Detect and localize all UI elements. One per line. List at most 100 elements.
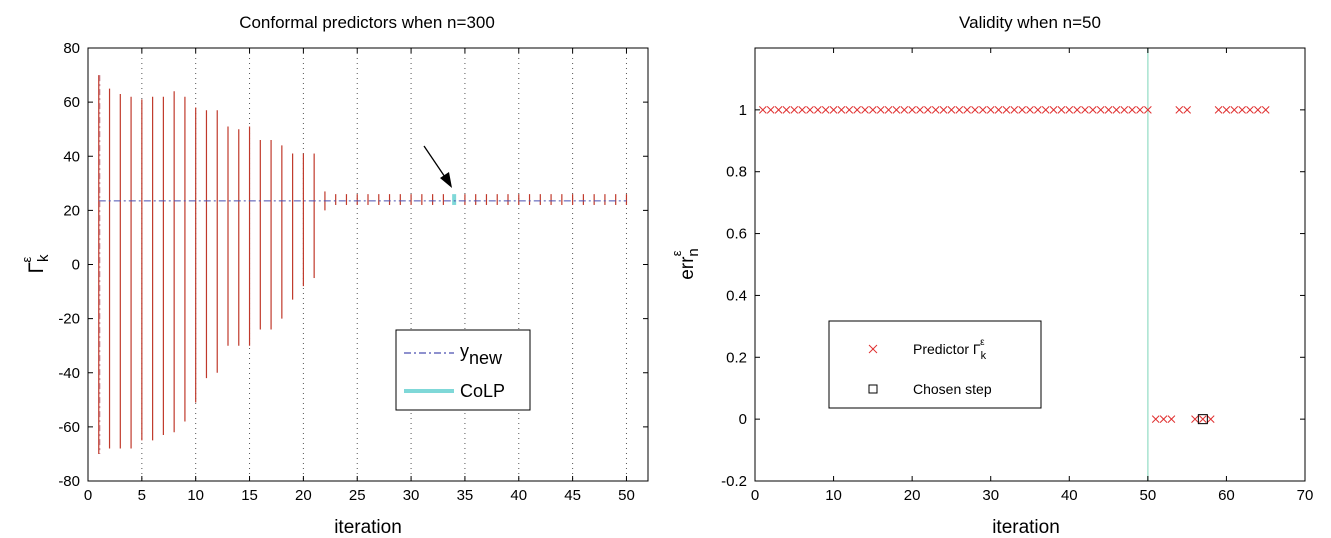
legend-chosen-label: Chosen step [913, 381, 992, 397]
predictor-point [986, 106, 995, 114]
left-y-tick-label: -20 [58, 311, 80, 328]
predictor-point [1065, 106, 1074, 114]
right-y-tick-label: 0 [739, 411, 747, 428]
left-x-tick-label: 5 [138, 487, 146, 504]
predictor-point [782, 106, 791, 114]
predictor-point [1175, 106, 1184, 114]
predictor-point [939, 106, 948, 114]
left-y-tick-label: -40 [58, 365, 80, 382]
predictor-point [1096, 106, 1105, 114]
left-x-tick-label: 45 [564, 487, 581, 504]
predictor-point [821, 106, 830, 114]
right-x-tick-label: 0 [751, 487, 759, 504]
predictor-point [931, 106, 940, 114]
svg-text:ynew: ynew [460, 341, 503, 368]
predictor-point [884, 106, 893, 114]
predictor-point [994, 106, 1003, 114]
predictor-point [1041, 106, 1050, 114]
right-y-tick-label: 0.6 [726, 226, 747, 243]
predictor-point [1034, 106, 1042, 114]
predictor-point [1230, 106, 1239, 114]
predictor-point [1222, 106, 1231, 114]
predictor-point [963, 106, 971, 114]
predictor-point [979, 106, 987, 114]
predictor-point [1081, 106, 1089, 114]
predictor-point [837, 106, 846, 114]
predictor-point [1254, 106, 1262, 114]
predictor-point [924, 106, 932, 114]
left-x-tick-label: 25 [349, 487, 366, 504]
left-y-tick-label: 0 [72, 257, 80, 274]
right-x-tick-label: 40 [1061, 487, 1078, 504]
predictor-point [1026, 106, 1034, 114]
right-y-tick-label: 0.2 [726, 349, 747, 366]
right-y-tick-label: 0.4 [726, 287, 747, 304]
predictor-point [971, 106, 979, 114]
svg-text:errnε: errnε [669, 248, 702, 280]
predictor-point [790, 106, 799, 114]
predictor-point [1089, 106, 1097, 114]
legend-predictor-sub: k [981, 350, 987, 362]
left-legend: ynew CoLP [395, 329, 531, 411]
predictor-point [1191, 415, 1199, 423]
left-x-axis-label: iteration [334, 517, 402, 538]
left-x-tick-label: 40 [510, 487, 527, 504]
svg-text:Predictor Γkε: Predictor Γkε [913, 337, 987, 362]
right-chart: Validity when n=50 0 10 20 30 40 50 60 70 1 0.8 0.… [669, 13, 1313, 538]
predictor-point [853, 106, 861, 114]
right-y-axis-label: errnε [669, 248, 702, 280]
predictor-point [1183, 106, 1191, 114]
predictor-point [947, 106, 956, 114]
left-x-tick-label: 50 [618, 487, 635, 504]
predictor-point [908, 106, 916, 114]
predictor-point [876, 106, 885, 114]
chosen-step-point [1197, 414, 1208, 425]
predictor-point [861, 106, 869, 114]
right-x-axis-label: iteration [992, 517, 1060, 538]
legend-colp-label: CoLP [460, 381, 505, 401]
predictor-point [829, 106, 838, 114]
predictor-point [1057, 106, 1066, 114]
left-x-tick-label: 20 [295, 487, 312, 504]
left-y-tick-label: 80 [63, 40, 80, 57]
predictor-point [1010, 106, 1019, 114]
predictor-point [1144, 106, 1152, 114]
right-chart-title: Validity when n=50 [959, 13, 1101, 32]
legend-predictor-label: Predictor Γ [913, 341, 981, 357]
left-y-tick-label: -60 [58, 419, 80, 436]
left-chart: Conformal predictors when n=300 0 5 10 15 20… [19, 13, 649, 538]
legend-predictor-sup: ε [980, 337, 985, 348]
legend-chosen-marker [868, 384, 878, 394]
right-x-tick-label: 10 [825, 487, 842, 504]
predictor-point [1128, 106, 1136, 114]
predictor-point [1112, 106, 1121, 114]
predictor-point [1104, 106, 1113, 114]
left-x-tick-label: 35 [457, 487, 474, 504]
predictor-point [1167, 415, 1176, 423]
predictor-point [1206, 415, 1215, 423]
predictor-point [774, 106, 783, 114]
legend-predictor-marker [868, 344, 878, 354]
predictor-point [869, 106, 877, 114]
right-y-tick-label: 0.8 [726, 164, 747, 181]
predictor-point [806, 106, 814, 114]
predictor-point [916, 106, 924, 114]
predictor-point [1151, 415, 1160, 423]
left-x-tick-label: 0 [84, 487, 92, 504]
predictor-point [1073, 106, 1081, 114]
right-y-tick-label: -0.2 [721, 473, 747, 490]
predictor-point [955, 106, 964, 114]
predictor-point [814, 106, 822, 114]
predictor-point [766, 106, 775, 114]
colp-arrow-annotation [423, 145, 452, 188]
predictor-point [892, 106, 901, 114]
right-legend: Predictor Γkε Chosen step [828, 320, 1042, 409]
predictor-point [1120, 106, 1129, 114]
right-y-tick-label: 1 [739, 102, 747, 119]
left-chart-title: Conformal predictors when n=300 [239, 13, 495, 32]
left-y-tick-label: -80 [58, 473, 80, 490]
left-x-tick-label: 30 [403, 487, 420, 504]
predictor-point [1002, 106, 1011, 114]
right-x-tick-label: 20 [904, 487, 921, 504]
predictor-point [1261, 106, 1270, 114]
